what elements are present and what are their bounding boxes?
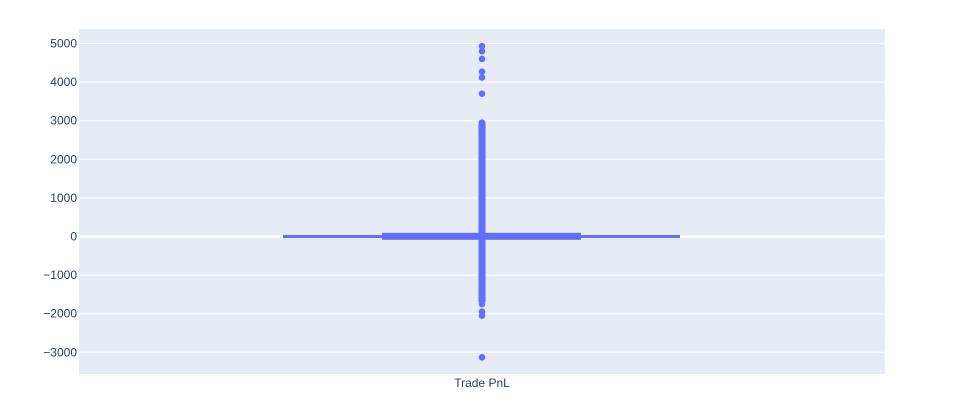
outlier-point — [478, 300, 486, 308]
outlier-point — [478, 74, 486, 81]
y-axis-tick-labels: 5000 4000 3000 2000 1000 0 −1000 −2000 −3000 — [43, 37, 77, 360]
outlier-point — [478, 132, 486, 140]
outlier-point — [478, 354, 486, 361]
outlier-point — [478, 47, 486, 55]
y-tick-label: 4000 — [50, 75, 77, 89]
y-tick-label: 2000 — [50, 152, 77, 166]
y-tick-label: −2000 — [43, 307, 77, 321]
y-tick-label: 1000 — [50, 191, 77, 205]
y-tick-label: 0 — [70, 230, 77, 244]
x-axis-category-label: Trade PnL — [454, 376, 510, 390]
outlier-point — [478, 125, 486, 132]
outlier-point — [478, 90, 486, 97]
y-tick-label: −3000 — [43, 345, 77, 359]
y-tick-label: −1000 — [43, 268, 77, 282]
outlier-point — [478, 42, 486, 50]
outlier-point — [478, 312, 486, 319]
y-tick-label: 5000 — [50, 37, 77, 51]
outlier-point — [478, 68, 486, 75]
box-trace — [283, 42, 680, 361]
y-tick-label: 3000 — [50, 114, 77, 128]
outlier-point — [478, 55, 486, 63]
